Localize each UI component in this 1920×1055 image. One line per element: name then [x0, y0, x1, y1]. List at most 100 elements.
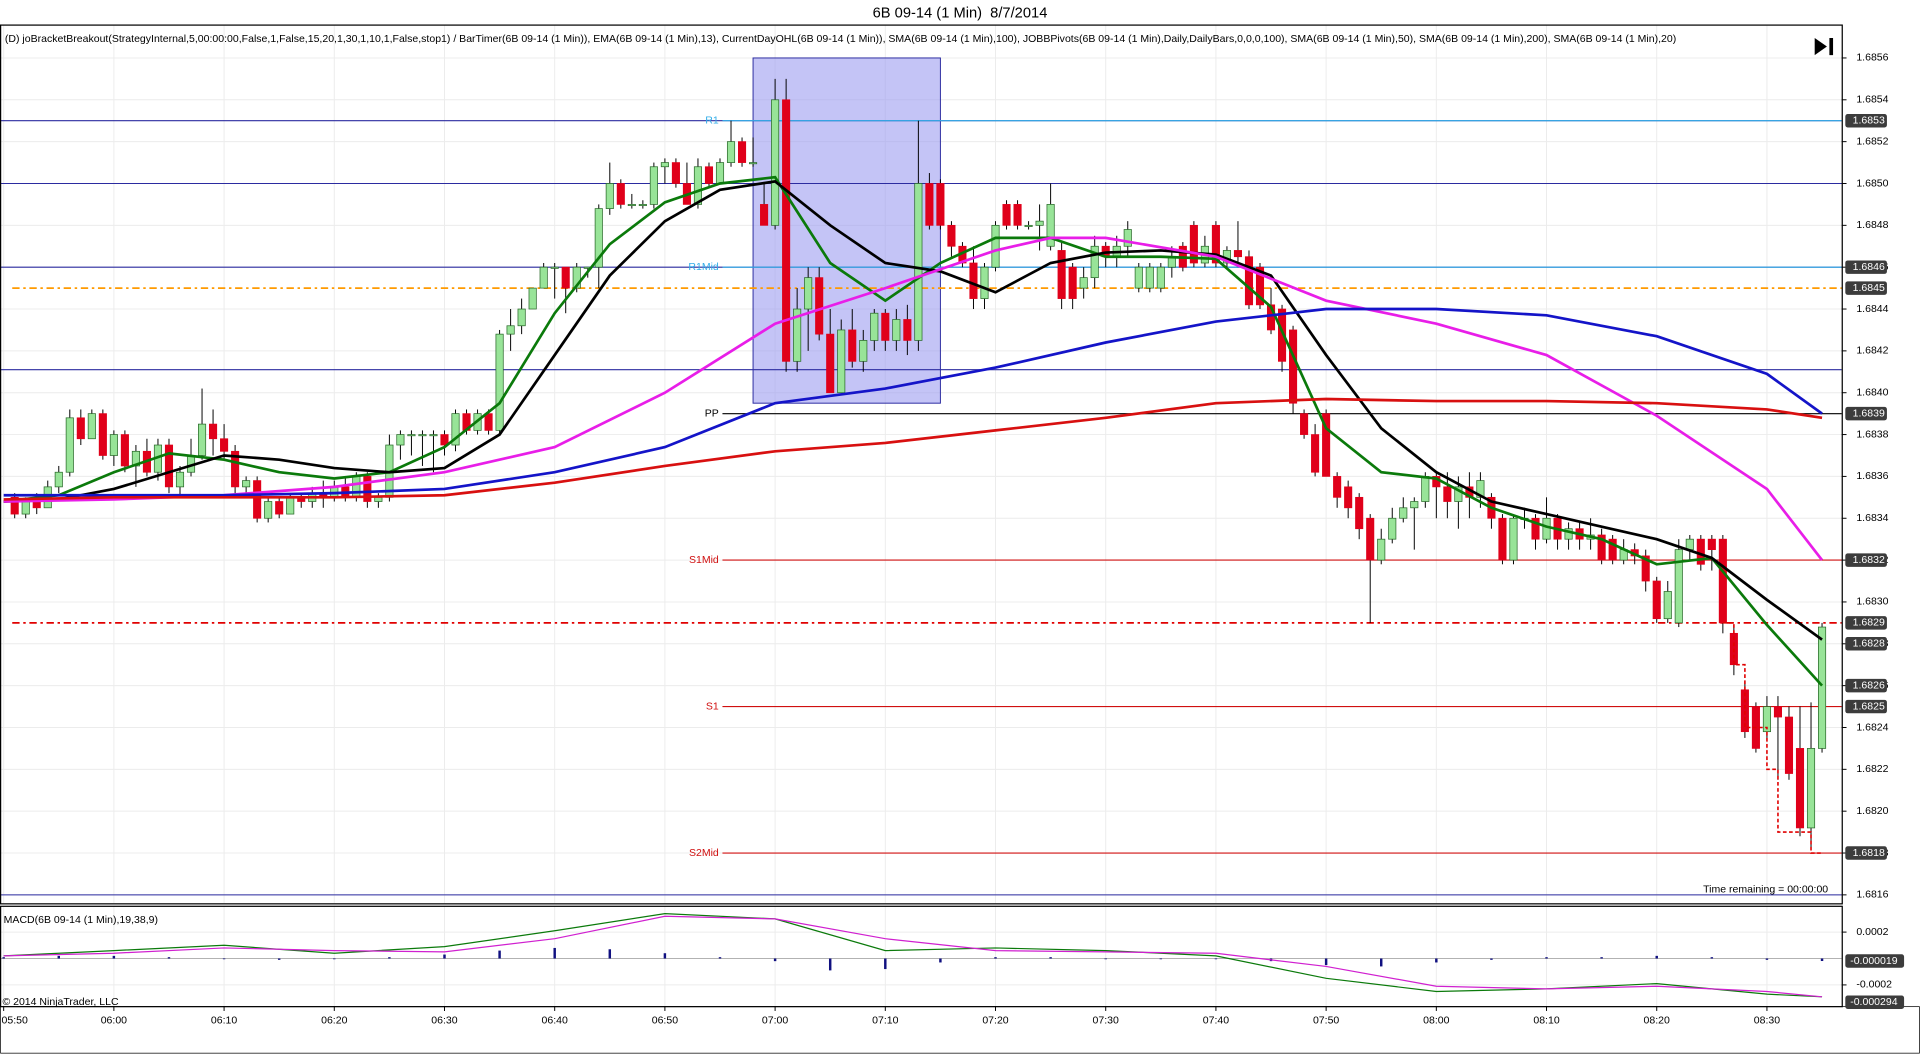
price-tag: [1845, 281, 1887, 295]
indicator-line: [3, 175, 1824, 687]
candle-body: [1068, 266, 1077, 299]
candle-body: [760, 204, 769, 226]
price-panel-frame: [0, 24, 1843, 905]
price-tag: [1845, 113, 1887, 128]
candle-body: [660, 162, 669, 168]
candle-body: [528, 287, 537, 310]
candle-body: [1079, 277, 1088, 289]
price-tag-label: 1.6825: [1853, 700, 1885, 712]
candle-body: [1278, 308, 1287, 362]
candle-body: [1773, 706, 1782, 718]
x-tick-label: 07:50: [1313, 1015, 1339, 1027]
y-tick-label: 1.6830: [1856, 596, 1888, 608]
candle-body: [671, 162, 680, 184]
candle-body: [1255, 266, 1265, 306]
candle-body: [1762, 706, 1771, 733]
candle-body: [848, 329, 857, 362]
y-tick-label: 1.6844: [1856, 303, 1888, 315]
candle-body: [1366, 517, 1375, 561]
macd-histogram-bar: [1159, 958, 1163, 960]
candle-body: [1663, 591, 1672, 620]
price-tag: [1845, 616, 1887, 630]
chart-title: 6B 09-14 (1 Min) 8/7/2014: [873, 5, 1048, 21]
indicator-list: (D) joBracketBreakout(StrategyInternal,5…: [5, 33, 1676, 45]
candle-body: [231, 450, 240, 488]
price-tag: [1845, 637, 1887, 651]
candle-body: [286, 496, 295, 515]
price-tag: [1845, 846, 1887, 860]
pivot-label: R1: [705, 115, 719, 127]
macd-histogram-bar: [718, 957, 722, 959]
candle-body: [1707, 538, 1716, 551]
candle-body: [418, 434, 427, 437]
candle-body: [1300, 413, 1309, 435]
candle-body: [98, 413, 107, 456]
candle-body: [352, 476, 361, 498]
candle-body: [1806, 748, 1816, 829]
candle-body: [1388, 517, 1397, 540]
candle-body: [220, 438, 229, 452]
candle-body: [1333, 476, 1342, 498]
indicator-line: [3, 397, 1823, 501]
macd-histogram-bar: [1820, 958, 1824, 962]
macd-histogram-bar: [333, 958, 336, 960]
candle-body: [1024, 224, 1033, 227]
candle-body: [396, 434, 405, 446]
y-tick-label: -0.0002: [1856, 979, 1892, 991]
candle-body: [561, 266, 570, 289]
candle-body: [1355, 496, 1364, 530]
y-tick-label: 1.6856: [1856, 52, 1888, 64]
macd-histogram-bar: [222, 958, 226, 960]
candle-body: [1784, 716, 1794, 774]
signal-line: [3, 915, 1823, 998]
y-tick-label: 1.6824: [1856, 721, 1888, 733]
stop-line: [1722, 622, 1823, 854]
candle-body: [242, 480, 251, 488]
macd-histogram-bar: [553, 947, 556, 959]
candle-body: [374, 496, 383, 502]
candle-body: [363, 476, 372, 502]
candle-body: [275, 501, 284, 515]
candle-body: [1289, 329, 1298, 404]
candle-body: [1035, 220, 1044, 226]
x-tick-label: 07:40: [1203, 1015, 1229, 1027]
overlay-layer: 1.6856 1.6854 1.6852 1.6850 1.6848 1.6846 1.68…: [2, 52, 1905, 1027]
x-tick-label: 08:20: [1644, 1015, 1670, 1027]
candle-body: [616, 183, 625, 205]
candle-body: [649, 166, 658, 205]
candle-body: [1818, 626, 1827, 749]
candle-body: [715, 162, 725, 184]
x-tick-label: 06:00: [101, 1015, 127, 1027]
candle-body: [164, 444, 174, 488]
macd-histogram-bar: [663, 953, 667, 959]
play-icon[interactable]: [1814, 37, 1834, 56]
price-tag-label: 1.6845: [1853, 282, 1885, 294]
price-tag: [1845, 406, 1887, 421]
candle-body: [264, 501, 273, 519]
candle-body: [947, 224, 956, 247]
x-tick-label: 08:10: [1533, 1015, 1559, 1027]
candle-body: [704, 166, 714, 184]
candle-body: [109, 434, 118, 456]
candle-body: [605, 183, 614, 209]
plot-layer: R1 R1Mid PP S1Mid S1 S2Mid: [0, 57, 1842, 998]
y-tick-label: 1.6822: [1856, 763, 1888, 775]
candle-body: [1377, 538, 1386, 561]
candle-body: [1233, 250, 1242, 258]
candle-body: [925, 183, 934, 226]
price-tag-label: 1.6829: [1853, 617, 1885, 629]
candle-body: [76, 417, 85, 440]
candle-body: [771, 99, 780, 226]
candle-body: [991, 224, 1000, 268]
candle-body: [914, 183, 923, 341]
y-tick-label: 1.6834: [1856, 512, 1888, 524]
copyright: © 2014 NinjaTrader, LLC: [2, 996, 119, 1008]
candle-body: [837, 329, 846, 394]
macd-histogram-bar: [57, 955, 60, 959]
macd-histogram-bar: [1435, 958, 1438, 963]
macd-tag-label: -0.000019: [1850, 955, 1898, 967]
candle-body: [1498, 517, 1507, 561]
macd-histogram-bar: [498, 950, 501, 959]
candle-body: [539, 266, 548, 289]
